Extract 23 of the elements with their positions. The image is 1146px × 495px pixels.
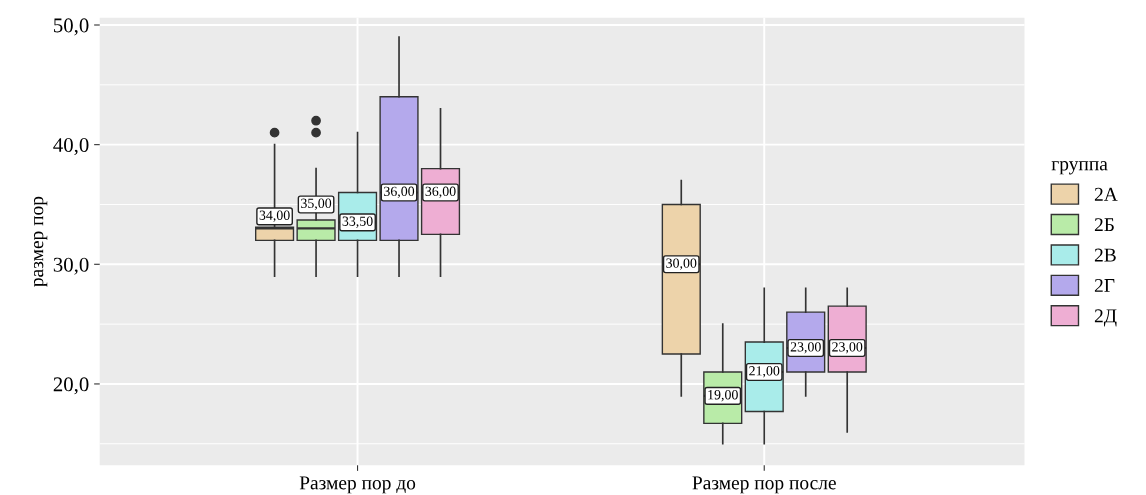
text: 36,00 [425,186,456,198]
legend-title: группа [1051,161,1108,175]
text: 19,00 [708,390,738,402]
text: 23,00 [790,342,821,354]
y-tick-label: 50,0 [54,18,89,36]
x-tick-label: Размер пор после [692,476,836,494]
legend-label: 2Д [1094,309,1117,327]
text: 23,00 [832,342,863,354]
legend-label: 2А [1094,187,1118,201]
y-axis-title: размер пор [33,196,48,287]
y-tick-label: 30,0 [53,257,89,275]
text: 21,00 [749,366,780,378]
text: 36,00 [384,186,415,198]
legend-label: 2Б [1094,218,1114,232]
text: 33,50 [342,216,373,228]
text: 35,00 [301,198,332,210]
y-tick-label: 20,0 [53,377,89,395]
text: 30,00 [666,258,697,270]
legend-label: 2В [1094,248,1116,262]
x-tick-label: Размер пор до [299,476,416,494]
text: 34,00 [259,210,290,222]
y-tick-label: 40,0 [53,138,89,156]
legend-label: 2Г [1094,278,1115,292]
